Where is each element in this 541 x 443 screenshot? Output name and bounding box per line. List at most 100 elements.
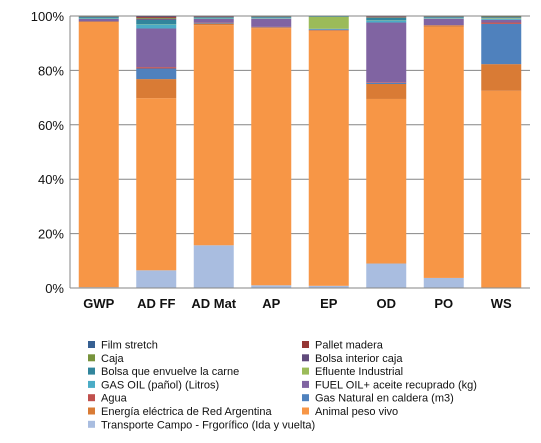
legend-label: Caja	[101, 353, 125, 365]
x-tick-label: EP	[320, 296, 338, 311]
bar-segment	[308, 29, 349, 31]
bar-segment	[251, 27, 292, 29]
bar-segment	[423, 26, 464, 278]
legend-label: Transporte Campo - Frgorífico (Ida y vue…	[101, 419, 315, 431]
bar-segment	[136, 68, 177, 80]
bar-segment	[78, 18, 119, 22]
bar-segment	[193, 23, 234, 26]
bar-segment	[481, 90, 522, 288]
y-tick-label: 40%	[38, 172, 64, 187]
bar-segment	[366, 84, 407, 99]
bar-segment	[193, 18, 234, 23]
legend-swatch	[302, 367, 309, 375]
x-tick-label: OD	[377, 296, 397, 311]
x-tick-label: GWP	[83, 296, 114, 311]
bar-segment	[136, 79, 177, 99]
bar-segment	[481, 18, 522, 19]
legend-label: GAS OIL (pañol) (Litros)	[101, 379, 219, 391]
bar-segment	[193, 245, 234, 288]
bar-segment	[78, 21, 119, 288]
legend-label: Efluente Industrial	[315, 366, 403, 378]
bar-segment	[136, 28, 177, 68]
bar-segment	[78, 21, 119, 22]
bar-segment	[423, 18, 464, 26]
bar-segment	[481, 64, 522, 91]
bar-segment	[251, 18, 292, 27]
bar-segment	[136, 270, 177, 288]
bar-segment	[136, 16, 177, 17]
bar-segment	[366, 20, 407, 23]
legend-label: Pallet madera	[315, 340, 384, 352]
bar-segment	[423, 18, 464, 19]
bar-segment	[308, 30, 349, 286]
bar-segment	[193, 16, 234, 17]
legend-label: FUEL OIL+ aceite recuprado (kg)	[315, 379, 477, 391]
bar-segment	[308, 30, 349, 31]
legend-swatch	[302, 394, 309, 402]
y-tick-label: 0%	[45, 281, 64, 296]
y-tick-label: 80%	[38, 63, 64, 78]
bar-segment	[366, 82, 407, 84]
bar-segment	[193, 25, 234, 246]
bar-segment	[366, 16, 407, 18]
legend-swatch	[88, 354, 95, 362]
legend-label: Film stretch	[101, 340, 158, 352]
bar-segment	[78, 18, 119, 19]
bar-segment	[251, 28, 292, 286]
bar-segment	[251, 17, 292, 18]
bar-segment	[366, 16, 407, 17]
bar-segment	[251, 285, 292, 288]
legend-swatch	[88, 367, 95, 375]
y-tick-label: 100%	[31, 9, 65, 24]
bar-segment	[366, 263, 407, 288]
bar-segment	[193, 22, 234, 24]
legend-swatch	[88, 341, 95, 348]
legend-swatch	[302, 407, 309, 415]
legend-swatch	[302, 341, 309, 348]
legend-swatch	[88, 394, 95, 402]
bars	[78, 16, 522, 288]
bar-segment	[136, 16, 177, 18]
bar-segment	[136, 24, 177, 29]
x-tick-label: AD FF	[137, 296, 175, 311]
legend-label: Agua	[101, 393, 128, 405]
bar-segment	[481, 22, 522, 24]
bar-segment	[136, 19, 177, 25]
legend-swatch	[302, 380, 309, 388]
bar-segment	[481, 23, 522, 65]
bar-segment	[78, 17, 119, 19]
x-tick-label: AP	[262, 296, 280, 311]
bar-segment	[366, 17, 407, 18]
x-tick-label: PO	[434, 296, 453, 311]
bar-segment	[366, 17, 407, 21]
bar-segment	[366, 82, 407, 83]
bar-segment	[481, 18, 522, 20]
bar-segment	[251, 18, 292, 19]
x-tick-label: AD Mat	[191, 296, 236, 311]
bar-segment	[308, 285, 349, 288]
bar-segment	[136, 98, 177, 271]
legend: Film stretch Pallet madera Caja Bolsa inter…	[88, 340, 477, 431]
bar-segment	[481, 17, 522, 19]
legend-swatch	[302, 354, 309, 362]
x-tick-label: WS	[491, 296, 512, 311]
legend-label: Animal peso vivo	[315, 406, 398, 418]
legend-swatch	[88, 420, 95, 428]
bar-segment	[366, 98, 407, 264]
legend-label: Gas Natural en caldera (m3)	[315, 393, 454, 405]
y-tick-label: 20%	[38, 227, 64, 242]
axes: 0% 20% 40% 60% 80% 100% GWP AD FF AD Mat AP EP OD PO…	[31, 9, 530, 311]
bar-segment	[481, 16, 522, 18]
bar-segment	[136, 17, 177, 19]
bar-segment	[423, 277, 464, 288]
bar-segment	[136, 18, 177, 20]
bar-segment	[308, 16, 349, 29]
legend-swatch	[88, 407, 95, 415]
y-tick-label: 60%	[38, 118, 64, 133]
bar-segment	[423, 17, 464, 18]
legend-label: Bolsa interior caja	[315, 353, 403, 365]
bar-segment	[193, 17, 234, 19]
bar-segment	[423, 25, 464, 27]
bar-segment	[481, 19, 522, 23]
